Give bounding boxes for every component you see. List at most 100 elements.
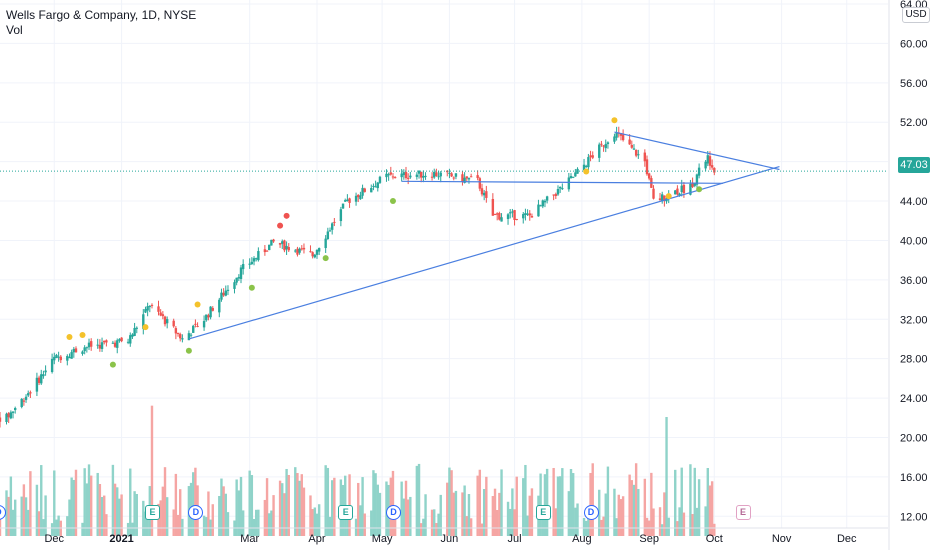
volume-bar xyxy=(643,478,647,536)
candle-body xyxy=(37,377,41,383)
volume-bar xyxy=(400,481,403,536)
volume-bar xyxy=(20,496,23,536)
volume-bar xyxy=(422,518,425,536)
candle-body xyxy=(22,400,26,402)
volume-bar xyxy=(461,492,464,536)
candle-body xyxy=(682,184,686,194)
signal-dot xyxy=(283,212,290,219)
volume-bar xyxy=(619,499,623,536)
volume-bar xyxy=(402,498,406,536)
candle-body xyxy=(452,177,455,179)
candle-body xyxy=(422,175,425,178)
y-tick-label: 12.00 xyxy=(900,511,928,523)
volume-bar xyxy=(131,522,134,536)
candle-body xyxy=(552,194,555,196)
candle-body xyxy=(476,175,479,179)
candle-body xyxy=(146,306,149,311)
candle-body xyxy=(250,261,254,264)
volume-bar xyxy=(296,473,299,536)
candle-body xyxy=(498,213,501,220)
candle-body xyxy=(209,306,212,318)
candle-body xyxy=(357,194,360,198)
candle-body xyxy=(263,249,267,253)
y-tick-label: 24.00 xyxy=(900,393,928,405)
candle-body xyxy=(632,148,636,150)
candle-body xyxy=(680,185,683,192)
earnings-marker[interactable]: E xyxy=(144,505,160,520)
candle-body xyxy=(556,189,560,195)
volume-bar xyxy=(192,472,195,536)
candle-body xyxy=(630,144,634,148)
earnings-marker[interactable]: E xyxy=(535,505,551,520)
dividend-marker[interactable]: D xyxy=(583,505,599,520)
candle-body xyxy=(53,356,56,361)
signal-dot xyxy=(142,324,149,331)
volume-bar xyxy=(270,510,273,536)
candle-body xyxy=(433,171,436,178)
candle-body xyxy=(591,155,594,158)
candle-body xyxy=(704,161,707,169)
candle-body xyxy=(463,177,466,183)
volume-bar xyxy=(250,475,254,536)
volume-bar xyxy=(248,470,251,536)
candle-body xyxy=(57,356,60,358)
candle-body xyxy=(344,200,347,202)
volume-bar xyxy=(645,517,649,536)
volume-bar xyxy=(704,506,707,536)
candle-body xyxy=(485,191,488,198)
volume-bar xyxy=(539,473,542,536)
candle-body xyxy=(281,241,284,244)
volume-bar xyxy=(172,509,175,536)
volume-bar xyxy=(226,512,230,536)
candle-body xyxy=(528,213,531,216)
volume-bar xyxy=(617,494,620,536)
volume-bar xyxy=(87,464,91,536)
volume-bar xyxy=(268,513,271,536)
signal-dot xyxy=(185,347,192,354)
dividend-marker[interactable]: D xyxy=(385,505,401,520)
candle-body xyxy=(150,304,154,306)
volume-bar xyxy=(294,467,297,536)
candle-body xyxy=(248,263,251,265)
candle-body xyxy=(637,154,640,156)
candle-body xyxy=(561,188,564,190)
dividend-marker[interactable]: D xyxy=(188,505,204,520)
volume-bar xyxy=(74,469,78,536)
volume-bar xyxy=(7,496,10,536)
candle-body xyxy=(370,188,373,193)
y-tick-label: 52.00 xyxy=(900,117,928,129)
candle-body xyxy=(59,356,62,361)
signal-dot xyxy=(389,198,396,205)
currency-badge[interactable]: USD xyxy=(902,7,930,23)
candle-body xyxy=(135,327,138,329)
candle-body xyxy=(467,178,471,180)
volume-bar xyxy=(680,467,683,536)
candle-body xyxy=(35,377,39,392)
x-tick-label: Mar xyxy=(240,533,259,545)
upcoming-earnings-marker[interactable]: E xyxy=(735,505,751,520)
candle-body xyxy=(708,156,712,166)
candle-body xyxy=(265,250,269,252)
candle-body xyxy=(29,392,32,394)
signal-dot xyxy=(277,222,284,229)
earnings-marker[interactable]: E xyxy=(338,505,354,520)
symbol-title: Wells Fargo & Company, 1D, NYSE xyxy=(6,8,197,22)
candle-body xyxy=(181,338,184,340)
y-tick-label: 20.00 xyxy=(900,432,928,444)
signal-dot xyxy=(665,193,672,200)
volume-bar xyxy=(393,506,397,536)
trendline-horizontal xyxy=(401,180,723,184)
volume-bar xyxy=(159,500,162,536)
candle-body xyxy=(211,308,214,311)
candle-body xyxy=(359,195,362,200)
volume-bar xyxy=(571,473,575,536)
candle-body xyxy=(120,337,123,342)
candle-body xyxy=(233,282,236,289)
volume-bar xyxy=(328,516,332,536)
trendline-support xyxy=(188,165,780,340)
x-tick-label: Jun xyxy=(441,533,459,545)
candle-body xyxy=(389,172,393,175)
candle-body xyxy=(324,238,327,249)
candle-body xyxy=(647,173,651,179)
signal-dot xyxy=(696,186,703,193)
